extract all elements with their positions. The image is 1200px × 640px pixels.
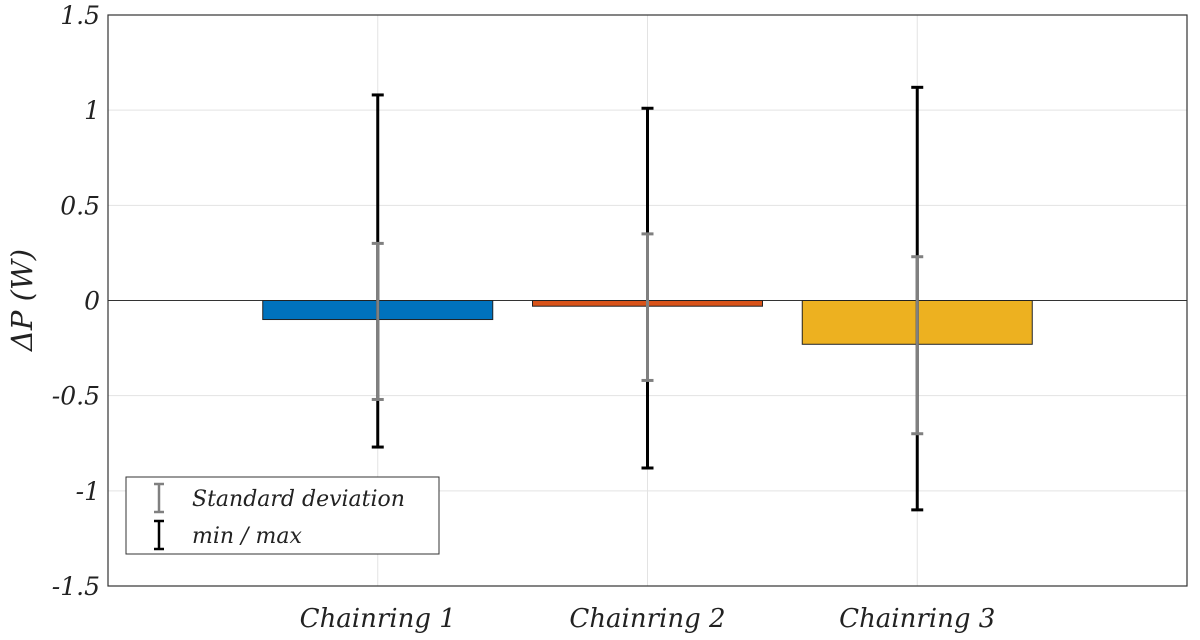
x-category-label: Chainring 3 bbox=[839, 604, 995, 634]
y-tick-label: -0.5 bbox=[52, 382, 100, 411]
std-errorbar-2 bbox=[641, 232, 654, 382]
y-tick-label: -1 bbox=[76, 477, 100, 506]
y-tick-label: 1.5 bbox=[60, 1, 100, 30]
y-tick-label: 0 bbox=[84, 287, 100, 316]
legend: Standard deviation min / max bbox=[125, 476, 440, 555]
y-tick-labels: 1.5 1 0.5 0 -0.5 -1 -1.5 bbox=[52, 1, 100, 601]
legend-minmax-icon bbox=[154, 519, 164, 551]
y-tick-label: -1.5 bbox=[52, 572, 100, 601]
legend-minmax-label: min / max bbox=[192, 524, 302, 549]
legend-box bbox=[125, 476, 440, 555]
legend-std-label: Standard deviation bbox=[192, 487, 405, 512]
y-axis-label: ΔP (W) bbox=[5, 249, 39, 352]
std-errorbar-3 bbox=[911, 255, 924, 436]
legend-std-icon bbox=[154, 482, 164, 514]
error-bars bbox=[371, 85, 924, 512]
x-category-label: Chainring 2 bbox=[569, 604, 725, 634]
std-errorbar-1 bbox=[371, 241, 384, 401]
x-category-labels: Chainring 1 Chainring 2 Chainring 3 bbox=[300, 604, 996, 634]
x-category-label: Chainring 1 bbox=[300, 604, 456, 634]
plot-frame bbox=[107, 14, 1188, 587]
y-tick-label: 1 bbox=[84, 96, 100, 125]
y-tick-label: 0.5 bbox=[60, 191, 100, 220]
